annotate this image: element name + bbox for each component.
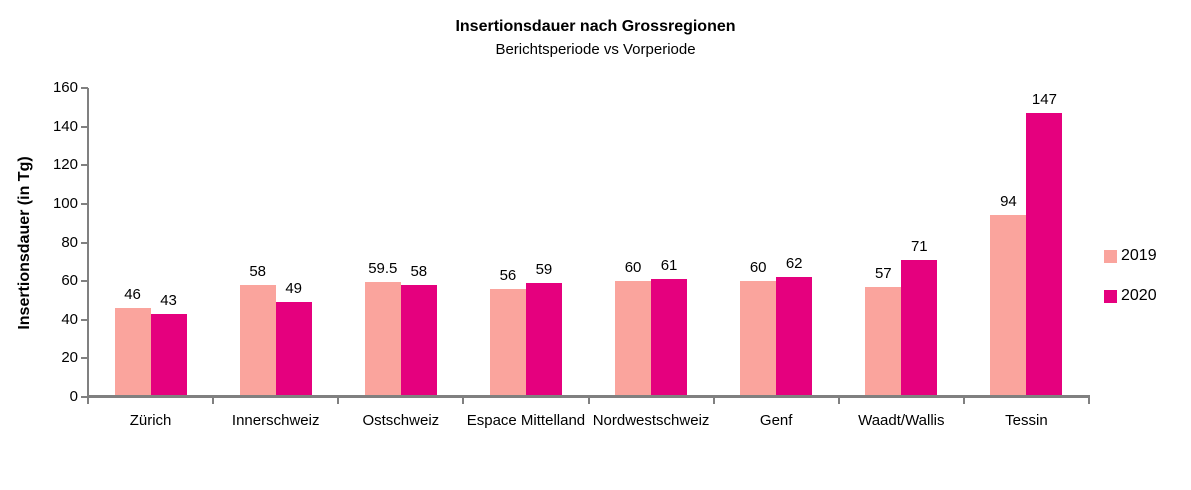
legend-label: 2020 (1121, 287, 1157, 304)
y-axis-tick-label: 140 (52, 117, 78, 135)
x-axis-label: Waadt/Wallis (858, 412, 945, 429)
y-axis-tick-mark (81, 164, 88, 167)
bar-2019-6 (740, 281, 777, 397)
bar-2020-5 (651, 279, 688, 397)
bar-2020-3 (400, 284, 437, 397)
legend-swatch-2020 (1104, 289, 1117, 303)
bar-2020-6 (776, 277, 813, 397)
bar-value-label: 57 (874, 264, 892, 282)
y-axis-tick-mark (81, 125, 88, 128)
legend-item-2019: 2019 (1104, 246, 1157, 266)
x-axis-label: Tessin (1005, 412, 1048, 429)
legend-swatch-2019 (1104, 249, 1117, 263)
bar-value-label: 60 (624, 259, 642, 277)
bar-value-label: 60 (749, 259, 767, 277)
bar-2019-2 (239, 284, 276, 397)
y-axis-tick-mark (81, 357, 88, 360)
x-axis-tick-mark (712, 398, 715, 404)
bar-2020-2 (275, 302, 312, 397)
x-axis-label: Zürich (129, 412, 172, 429)
bar-value-label: 71 (910, 237, 928, 255)
x-axis-label: Innerschweiz (231, 412, 320, 429)
bar-2020-4 (525, 283, 562, 397)
x-axis-tick-mark (212, 398, 215, 404)
bar-2019-8 (990, 215, 1027, 397)
y-axis-tick-label: 0 (69, 388, 78, 405)
bar-value-label: 46 (124, 286, 141, 304)
bar-value-label: 61 (660, 257, 678, 275)
x-axis-label: Genf (759, 412, 793, 429)
x-axis-line (87, 395, 1090, 398)
bar-value-label: 59 (535, 261, 553, 279)
y-axis-line (87, 88, 89, 404)
y-axis-tick-label: 100 (52, 194, 78, 212)
y-axis-tick-mark (81, 87, 88, 89)
y-axis-tick-mark (81, 396, 88, 398)
bar-value-label: 59.5 (368, 260, 398, 278)
x-axis-tick-mark (962, 398, 965, 404)
legend: 2019 2020 (1104, 246, 1157, 326)
bar-2019-5 (615, 281, 652, 397)
y-axis-tick-label: 160 (52, 79, 78, 96)
bar-value-label: 94 (1000, 193, 1017, 211)
y-axis-title: Insertionsdauer (in Tg) (16, 156, 33, 330)
x-axis-label: Ostschweiz (362, 412, 440, 429)
x-axis-tick-mark (837, 398, 840, 404)
bar-value-label: 56 (499, 266, 517, 284)
y-axis-tick-label: 80 (61, 233, 78, 251)
y-axis-tick-mark (81, 241, 88, 244)
x-axis-tick-mark (587, 398, 590, 404)
bar-value-label: 58 (410, 262, 428, 280)
y-axis-tick-mark (81, 318, 88, 321)
bar-2019-3 (364, 282, 401, 397)
x-axis-label: Nordwestschweiz (592, 412, 710, 429)
x-axis-label: Espace Mittelland (466, 412, 586, 429)
x-axis-tick-mark (1088, 398, 1090, 404)
y-axis-tick-mark (81, 280, 88, 283)
y-axis-tick-mark (81, 202, 88, 205)
y-axis-tick-label: 120 (52, 156, 78, 174)
bar-2020-8 (1026, 113, 1063, 397)
bar-2020-7 (901, 259, 938, 397)
bar-value-label: 43 (160, 291, 177, 309)
y-axis-tick-label: 60 (61, 272, 78, 290)
bar-2020-1 (150, 313, 187, 397)
legend-item-2020: 2020 (1104, 286, 1157, 306)
bar-value-label: 58 (249, 262, 267, 280)
legend-label: 2019 (1121, 247, 1157, 264)
y-axis-tick-label: 40 (61, 310, 78, 328)
x-axis-tick-mark (337, 398, 340, 404)
x-axis-tick-mark (462, 398, 465, 404)
bar-2019-4 (489, 288, 526, 397)
bar-value-label: 147 (1031, 91, 1057, 109)
bar-value-label: 62 (785, 255, 803, 273)
chart-title: Insertionsdauer nach Grossregionen (455, 18, 736, 35)
bar-2019-1 (114, 308, 151, 397)
chart-subtitle: Berichtsperiode vs Vorperiode (495, 41, 696, 58)
y-axis-tick-label: 20 (61, 349, 78, 367)
bar-2019-7 (865, 286, 902, 397)
bar-value-label: 49 (285, 280, 303, 298)
